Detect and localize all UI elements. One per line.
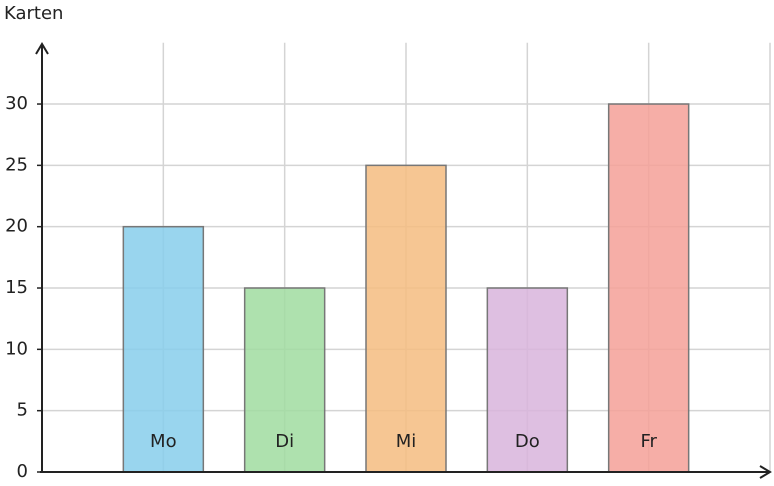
x-tick-label: Fr xyxy=(640,431,657,452)
bar xyxy=(122,225,205,473)
y-axis-arrow xyxy=(35,42,49,55)
y-tick-label: 0 xyxy=(17,461,28,482)
x-tick-label: Di xyxy=(275,431,294,452)
y-tick-label: 15 xyxy=(5,277,28,298)
x-tick-label: Mi xyxy=(396,431,417,452)
y-tick-label: 20 xyxy=(5,216,28,237)
bar xyxy=(365,164,447,473)
bars: Mo Di Mi Do Fr xyxy=(122,103,690,473)
bar xyxy=(607,103,690,473)
y-tick-label: 25 xyxy=(5,154,28,175)
bar xyxy=(486,287,569,473)
y-tick-label: 5 xyxy=(17,400,28,421)
y-tick-label: 30 xyxy=(5,93,28,114)
y-tick-label: 10 xyxy=(5,338,28,359)
y-axis-label: Karten xyxy=(4,3,63,24)
x-tick-label: Do xyxy=(515,431,540,452)
bar xyxy=(243,287,326,473)
axes: 0 5 10 15 20 25 30 xyxy=(5,42,772,482)
x-tick-label: Mo xyxy=(150,431,177,452)
x-axis-arrow xyxy=(759,465,772,479)
